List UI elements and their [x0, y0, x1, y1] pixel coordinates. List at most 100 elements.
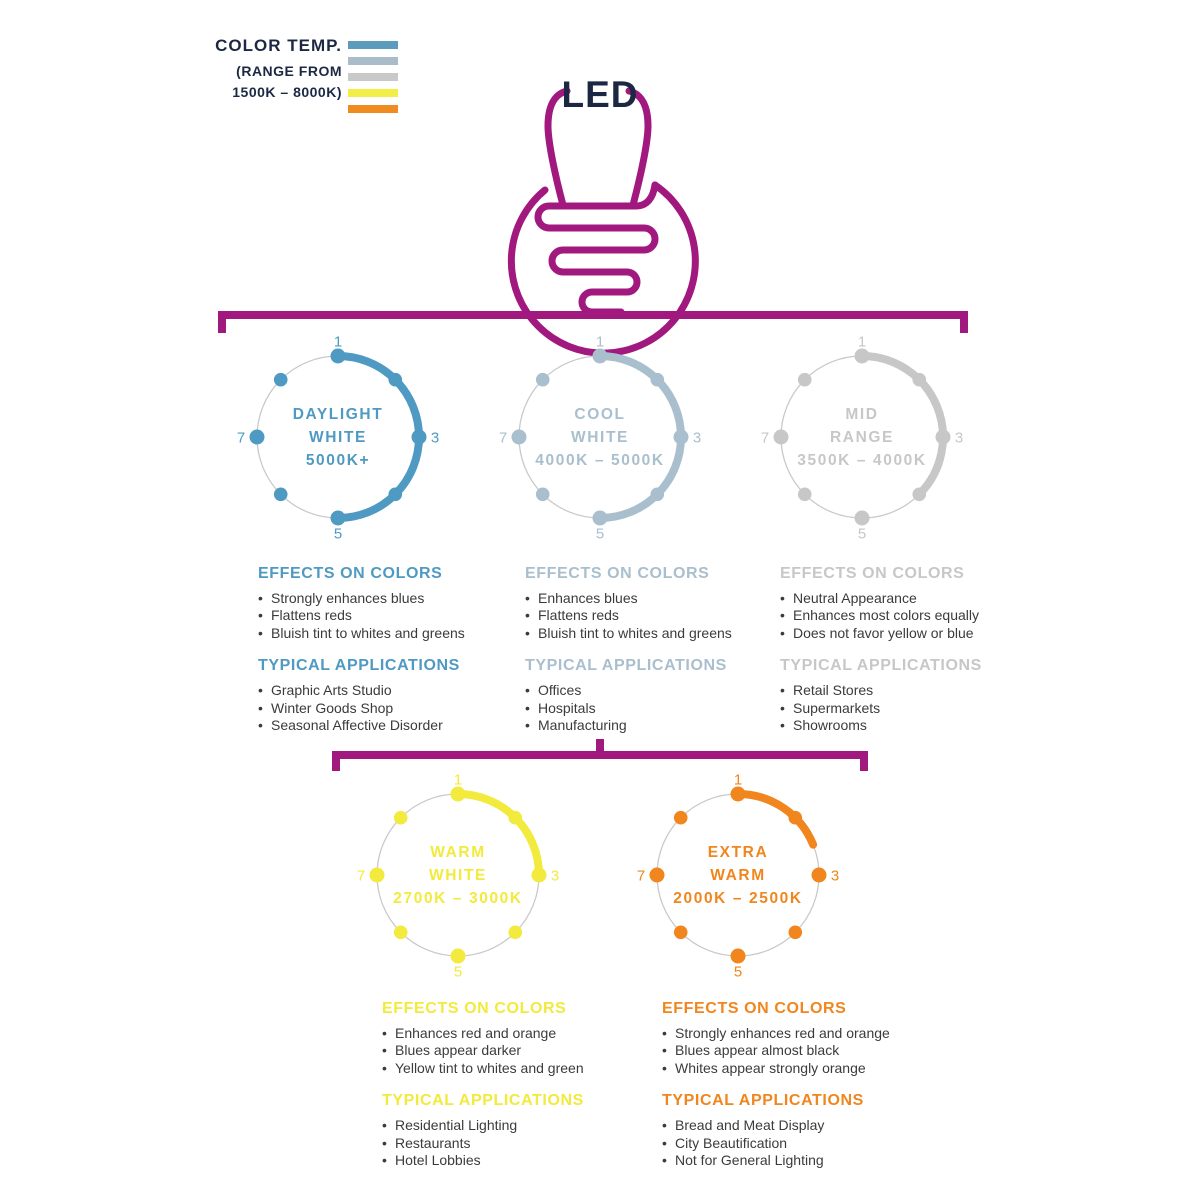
- dial-dot: [592, 510, 608, 526]
- dial-scale-label: 7: [237, 430, 245, 447]
- dial-gauge-svg: 1 3 5 7: [761, 334, 963, 543]
- info-column-cool-white: EFFECTS ON COLORS Enhances blues Flatten…: [525, 565, 785, 749]
- applications-list: Graphic Arts Studio Winter Goods Shop Se…: [258, 682, 518, 734]
- dial-kelvin-range: 3500K – 4000K: [797, 451, 927, 469]
- dial-dot: [508, 925, 523, 940]
- dial-label-line: MID: [845, 405, 879, 423]
- effects-item: Yellow tint to whites and green: [382, 1060, 642, 1077]
- legend-swatch-extra-warm: [348, 105, 398, 113]
- dial-dot: [673, 429, 689, 445]
- dial-dot: [330, 510, 346, 526]
- applications-item: Residential Lighting: [382, 1117, 642, 1134]
- applications-item: Not for General Lighting: [662, 1152, 922, 1169]
- dial-label-line: WHITE: [571, 428, 629, 446]
- dial-scale-label: 5: [734, 964, 742, 981]
- dial-scale-label: 5: [454, 964, 462, 981]
- effects-list: Strongly enhances red and orange Blues a…: [662, 1025, 922, 1077]
- dial-label-line: COOL: [574, 405, 626, 423]
- dial-dot: [273, 372, 288, 387]
- dial-dot: [854, 510, 870, 526]
- dial-daylight-white: 1 3 5 7 DAYLIGHT WHITE 5000K+: [218, 317, 458, 557]
- dial-scale-label: 1: [596, 334, 604, 351]
- effects-item: Bluish tint to whites and greens: [258, 625, 518, 642]
- applications-item: Winter Goods Shop: [258, 700, 518, 717]
- effects-item: Neutral Appearance: [780, 590, 1040, 607]
- applications-item: Graphic Arts Studio: [258, 682, 518, 699]
- legend-swatch-cool-white: [348, 57, 398, 65]
- dial-dot: [450, 786, 466, 802]
- dial-label: EXTRA WARM 2000K – 2500K: [638, 755, 838, 995]
- dial-kelvin-range: 5000K+: [305, 451, 371, 469]
- dial-warm-white: 1 3 5 7 WARM WHITE 2700K – 3000K: [338, 755, 578, 995]
- dial-label-line: EXTRA: [707, 843, 769, 861]
- dial-dot: [450, 948, 466, 964]
- dial-range-arc: [734, 790, 818, 849]
- dial-scale-label: 3: [551, 868, 559, 885]
- dial-dot: [811, 867, 827, 883]
- dial-gauge-svg: 1 3 5 7: [637, 772, 839, 981]
- dial-label-line: WARM: [430, 843, 486, 861]
- dial-dot: [330, 348, 346, 364]
- effects-list: Neutral Appearance Enhances most colors …: [780, 590, 1040, 642]
- dial-dot: [788, 810, 803, 825]
- dial-kelvin-range: 2000K – 2500K: [673, 889, 803, 907]
- legend-swatch-warm-white: [348, 89, 398, 97]
- dial-dot: [854, 348, 870, 364]
- applications-item: Hotel Lobbies: [382, 1152, 642, 1169]
- dial-gauge-svg: 1 3 5 7: [357, 772, 559, 981]
- dial-dot: [249, 429, 265, 445]
- dial-scale-label: 7: [499, 430, 507, 447]
- info-column-warm-white: EFFECTS ON COLORS Enhances red and orang…: [382, 1000, 642, 1184]
- dial-dot: [649, 867, 665, 883]
- dial-dot: [673, 925, 688, 940]
- dial-gauge-svg: 1 3 5 7: [499, 334, 701, 543]
- applications-item: Restaurants: [382, 1135, 642, 1152]
- dial-dot: [535, 487, 550, 502]
- dial-extra-warm: 1 3 5 7 EXTRA WARM 2000K – 2500K: [618, 755, 858, 995]
- applications-item: Supermarkets: [780, 700, 1040, 717]
- dial-scale-label: 5: [334, 526, 342, 543]
- dial-kelvin-range: 2700K – 3000K: [393, 889, 523, 907]
- dial-dot: [912, 487, 927, 502]
- bulb-base-icon: [534, 181, 659, 316]
- effects-item: Enhances blues: [525, 590, 785, 607]
- dial-dot: [650, 372, 665, 387]
- applications-item: City Beautification: [662, 1135, 922, 1152]
- legend: COLOR TEMP. (RANGE FROM 1500K – 8000K): [190, 36, 342, 103]
- dial-gauge-svg: 1 3 5 7: [237, 334, 439, 543]
- effects-heading: EFFECTS ON COLORS: [525, 565, 710, 582]
- applications-list: Bread and Meat Display City Beautificati…: [662, 1117, 922, 1169]
- applications-heading: TYPICAL APPLICATIONS: [258, 657, 460, 675]
- dial-label: COOL WHITE 4000K – 5000K: [500, 317, 700, 557]
- dial-label-line: DAYLIGHT: [292, 405, 384, 423]
- dial-label-line: WHITE: [309, 428, 367, 446]
- dial-dot: [508, 810, 523, 825]
- dial-dot: [273, 487, 288, 502]
- effects-item: Blues appear darker: [382, 1042, 642, 1059]
- dial-dot: [730, 786, 746, 802]
- effects-item: Strongly enhances red and orange: [662, 1025, 922, 1042]
- dial-dot: [369, 867, 385, 883]
- dial-label: MID RANGE 3500K – 4000K: [762, 317, 962, 557]
- legend-subtitle-line1: (RANGE FROM: [236, 63, 342, 79]
- dial-scale-label: 7: [637, 868, 645, 885]
- dial-scale-label: 5: [858, 526, 866, 543]
- effects-heading: EFFECTS ON COLORS: [258, 565, 443, 582]
- dial-range-arc: [858, 352, 947, 499]
- effects-list: Enhances blues Flattens reds Bluish tint…: [525, 590, 785, 642]
- dial-dot: [535, 372, 550, 387]
- dial-mid-range: 1 3 5 7 MID RANGE 3500K – 4000K: [742, 317, 982, 557]
- applications-item: Seasonal Affective Disorder: [258, 717, 518, 734]
- info-column-extra-warm: EFFECTS ON COLORS Strongly enhances red …: [662, 1000, 922, 1184]
- applications-heading: TYPICAL APPLICATIONS: [525, 657, 727, 675]
- dial-dot: [650, 487, 665, 502]
- dial-scale-label: 7: [761, 430, 769, 447]
- dial-dot: [797, 372, 812, 387]
- effects-item: Enhances red and orange: [382, 1025, 642, 1042]
- dial-scale-label: 3: [955, 430, 963, 447]
- effects-list: Enhances red and orange Blues appear dar…: [382, 1025, 642, 1077]
- applications-item: Retail Stores: [780, 682, 1040, 699]
- effects-item: Flattens reds: [258, 607, 518, 624]
- dial-cool-white: 1 3 5 7 COOL WHITE 4000K – 5000K: [480, 317, 720, 557]
- legend-subtitle-line2: 1500K – 8000K): [232, 84, 342, 100]
